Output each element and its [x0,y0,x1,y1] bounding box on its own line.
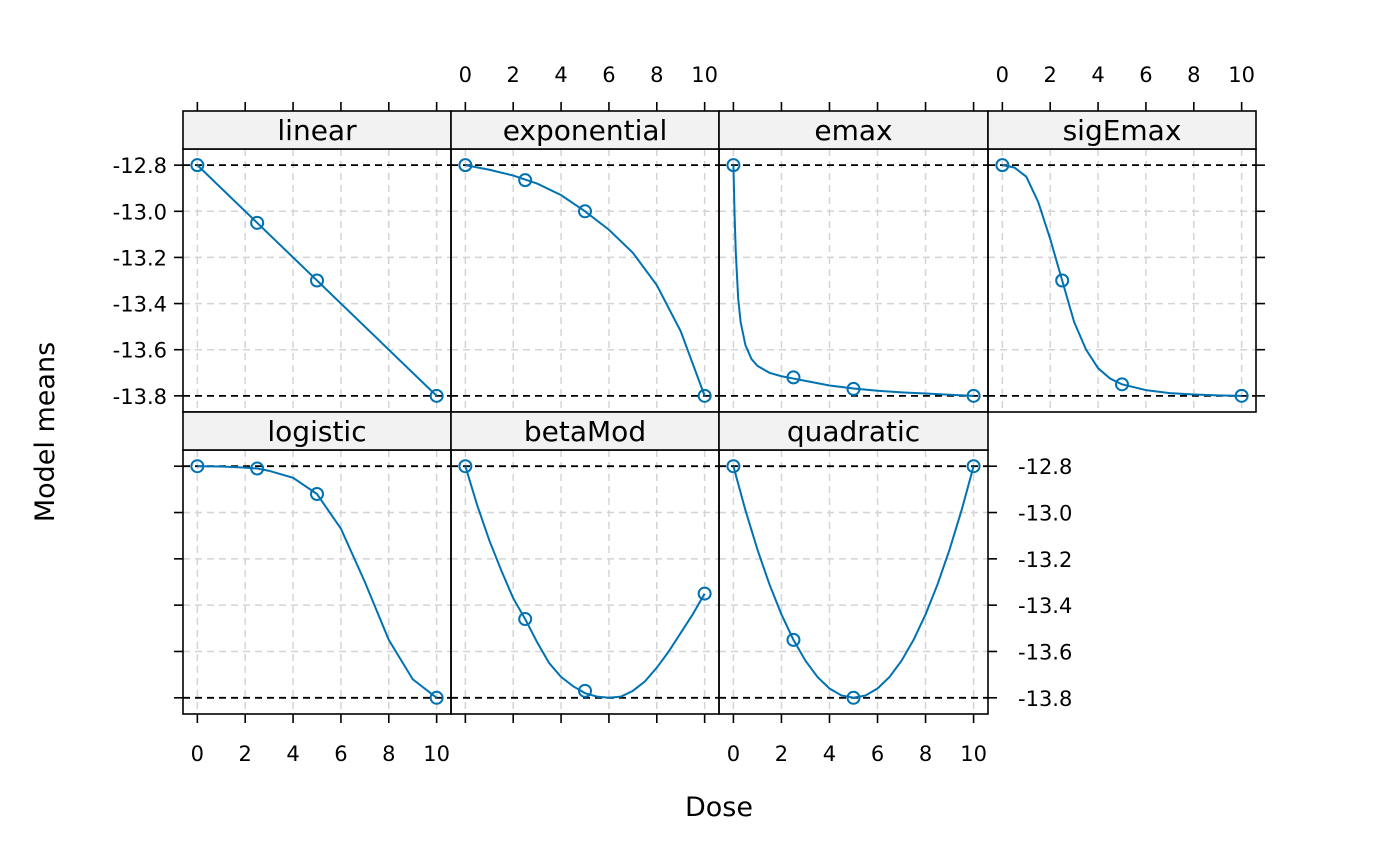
strip-label-linear: linear [277,114,357,147]
data-point [1115,377,1129,392]
data-point [697,388,712,403]
y-tick-label: -12.8 [113,154,167,178]
data-layer [190,158,1249,705]
x-tick-label: 8 [650,63,663,87]
curve-sigemax [1002,164,1242,397]
panel-frame-sigemax [987,148,1257,413]
data-point [310,273,324,288]
strip-sigemax [987,110,1257,150]
data-point [429,690,444,705]
data-point [518,612,533,627]
y-tick-label: -13.8 [1018,687,1072,711]
axes-layer: 0 2 4 6 8 10 0 2 4 6 8 10 0 2 4 6 8 10 0 2 4 6 8 10 -12.8 -13.0 -1… [113,63,1265,766]
strip-label-exponential: exponential [503,114,668,147]
x-tick-label: 10 [960,742,987,766]
data-point [458,158,473,173]
data-point [726,158,741,173]
data-point [518,173,533,188]
data-point [726,459,741,474]
x-tick-label: 2 [1044,63,1057,87]
x-tick-label: 10 [1228,63,1255,87]
curve-quadratic [732,465,975,699]
strip-label-sigemax: sigEmax [1063,114,1182,147]
curve-logistic [197,465,438,699]
y-tick-label: -13.8 [113,385,167,409]
strip-emax [718,110,989,150]
strip-label-quadratic: quadratic [787,415,920,448]
data-point [578,683,592,698]
x-tick-label: 0 [727,742,740,766]
data-point [1055,273,1070,288]
x-tick-label: 8 [919,742,932,766]
strip-label-emax: emax [814,114,892,147]
x-tick-label: 6 [871,742,884,766]
data-point [786,632,801,647]
data-point [1234,388,1249,403]
strip-quadratic [718,411,989,451]
strip-layer: linear exponential emax sigEmax logistic beta… [182,110,1257,451]
data-point [190,459,205,474]
x-tick-label: 2 [775,742,788,766]
strip-label-logistic: logistic [267,415,366,448]
curve-linear [196,164,438,397]
data-point [697,586,712,601]
data-point [966,459,981,474]
x-tick-label: 6 [1139,63,1152,87]
panel-frame-quadratic [718,449,989,715]
y-tick-label: -13.6 [1018,640,1072,664]
data-point [578,204,592,219]
y-tick-label: -13.4 [113,293,167,317]
panel-frame-betamod [450,449,720,715]
curve-emax [732,165,974,397]
data-point [250,215,265,230]
y-tick-label: -13.4 [1018,594,1072,618]
x-tick-label: 4 [554,63,567,87]
data-point [966,388,981,403]
x-tick-label: 10 [423,742,450,766]
panel-frame-exponential [450,148,720,413]
x-tick-label: 6 [334,742,347,766]
data-point [846,381,861,396]
y-tick-label: -12.8 [1018,455,1072,479]
y-axis-title: Model means [30,342,61,522]
data-point [429,388,444,403]
x-tick-label: 4 [823,742,836,766]
curve-betamod [464,465,706,699]
x-tick-label: 8 [382,742,395,766]
data-point [458,459,473,474]
x-tick-label: 0 [996,63,1009,87]
y-tick-label: -13.2 [1018,548,1072,572]
data-point [995,158,1010,173]
strip-linear [182,110,452,150]
x-tick-label: 0 [191,742,204,766]
y-tick-label: -13.0 [113,200,167,224]
strip-logistic [182,411,452,451]
x-tick-label: 4 [286,742,299,766]
x-tick-label: 6 [602,63,615,87]
curve-exponential [465,164,706,397]
data-point [250,461,265,476]
x-tick-label: 2 [239,742,252,766]
x-tick-label: 8 [1187,63,1200,87]
x-tick-label: 2 [507,63,520,87]
data-point [190,158,205,173]
panel-frame-emax [718,148,989,413]
strip-label-betamod: betaMod [524,415,646,448]
x-tick-label: 10 [691,63,718,87]
y-tick-label: -13.0 [1018,502,1072,526]
x-tick-label: 0 [459,63,472,87]
data-point [310,487,324,501]
data-point [846,690,861,705]
y-tick-label: -13.6 [113,339,167,363]
data-point [786,370,801,385]
x-axis-title: Dose [685,792,753,823]
x-tick-label: 4 [1091,63,1104,87]
y-tick-label: -13.2 [113,246,167,270]
